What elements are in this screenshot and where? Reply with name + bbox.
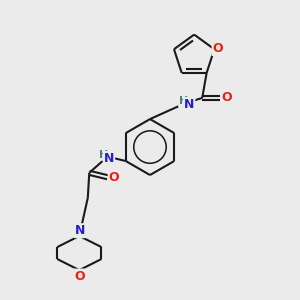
Text: H: H — [179, 97, 188, 106]
Text: H: H — [99, 150, 108, 160]
Text: N: N — [104, 152, 114, 165]
Text: N: N — [75, 224, 85, 237]
Text: O: O — [212, 42, 223, 55]
Text: N: N — [184, 98, 194, 111]
Text: O: O — [222, 92, 232, 104]
Text: O: O — [74, 269, 85, 283]
Text: O: O — [109, 171, 119, 184]
